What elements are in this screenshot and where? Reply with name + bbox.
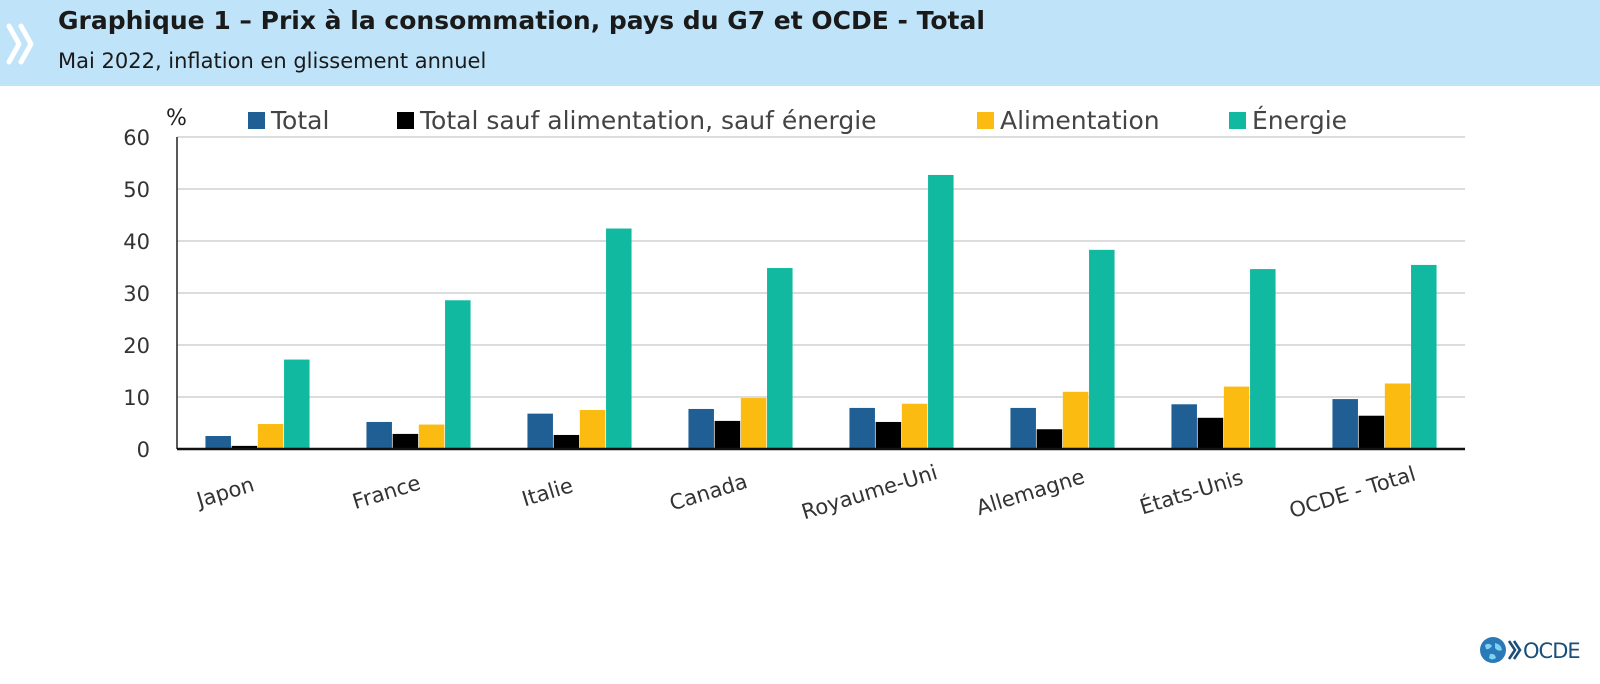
bar [1332,399,1358,449]
bar [1062,391,1089,449]
bar [767,268,793,449]
legend-label: Énergie [1252,106,1347,135]
bar [284,359,310,449]
x-tick-label: Allemagne [973,464,1087,520]
bar [553,434,580,449]
oecd-logo-text: OCDE [1523,639,1580,663]
legend-swatch [397,112,414,129]
bar [714,420,741,449]
y-tick-label: 20 [123,334,150,358]
chart-subtitle: Mai 2022, inflation en glissement annuel [58,49,487,73]
legend-label: Total sauf alimentation, sauf énergie [419,106,877,135]
y-tick-label: 10 [123,386,150,410]
y-tick-label: 60 [123,126,150,150]
bar [527,413,553,449]
bar [1223,386,1250,449]
oecd-logo: OCDE [1480,637,1581,663]
bar [579,410,606,449]
bar [606,228,632,449]
bar [1384,383,1411,449]
legend-swatch [248,112,265,129]
chart-title: Graphique 1 – Prix à la consommation, pa… [58,6,985,35]
bar [257,424,284,449]
chart-header: Graphique 1 – Prix à la consommation, pa… [0,0,1600,86]
legend-label: Total [270,106,329,135]
bar [418,424,445,449]
bar [875,421,902,449]
globe-icon [1480,637,1506,663]
bar [1171,404,1197,449]
x-tick-label: Royaume-Uni [799,460,940,524]
bar [928,174,954,449]
bar [1036,429,1063,449]
bar [392,433,419,449]
y-tick-label: 0 [137,438,150,462]
bar [688,408,714,449]
x-tick-label: Italie [519,473,576,511]
y-tick-label: 30 [123,282,150,306]
bar [445,300,471,449]
y-tick-label: 50 [123,178,150,202]
bar [1010,407,1036,449]
bar [1250,269,1276,449]
bar [205,436,231,449]
legend-swatch [1229,112,1246,129]
bar [740,398,767,449]
legend-label: Alimentation [1000,106,1160,135]
x-tick-label: États-Unis [1137,464,1246,519]
bar [849,407,875,449]
bar [231,445,258,449]
x-tick-label: Japon [192,472,257,513]
legend-swatch [977,112,994,129]
bar [1411,264,1437,449]
chevron-right-icon [6,23,34,65]
bar [901,403,928,449]
bar [1358,415,1385,449]
x-tick-label: France [350,471,424,514]
x-tick-label: Canada [667,469,750,515]
bar [1197,417,1224,449]
x-tick-label: OCDE - Total [1286,462,1418,523]
bar [366,421,392,449]
y-tick-label: 40 [123,230,150,254]
y-axis-label: % [166,106,187,131]
bar [1089,249,1115,449]
